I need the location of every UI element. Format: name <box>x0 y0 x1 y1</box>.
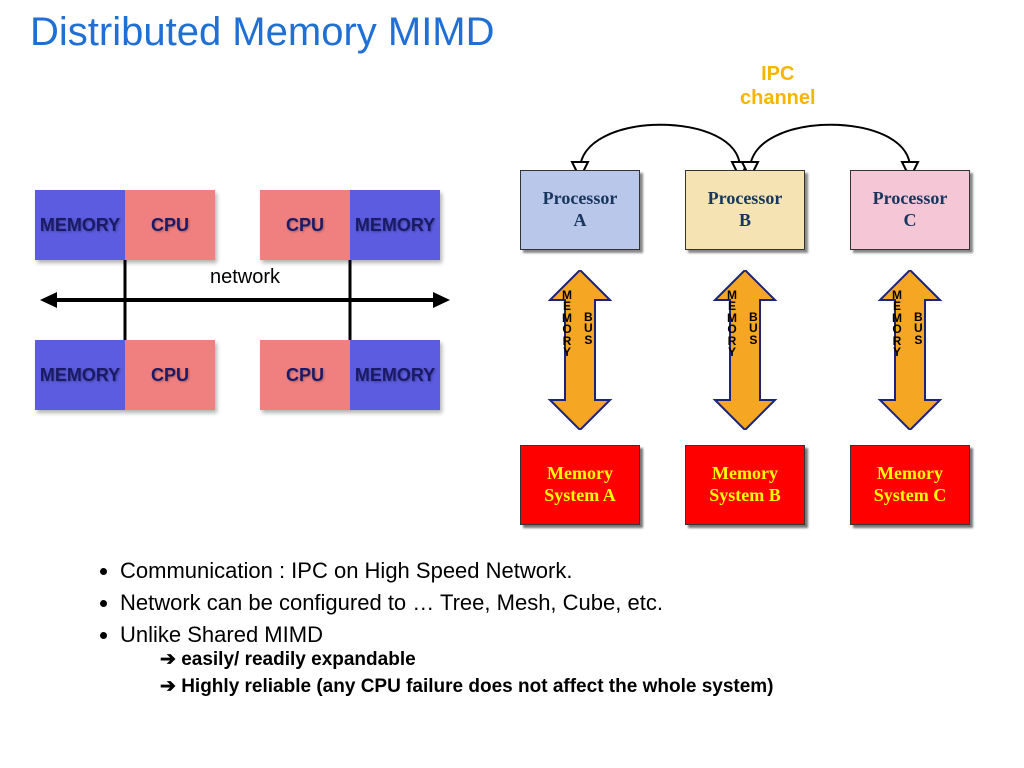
processor-box: ProcessorC <box>850 170 970 250</box>
bullet-list: Communication : IPC on High Speed Networ… <box>80 558 960 704</box>
memory-cpu-pair: MEMORYCPU <box>35 340 215 410</box>
memory-block: MEMORY <box>35 190 125 260</box>
cpu-block: CPU <box>260 190 350 260</box>
left-diagram: network MEMORYCPUCPUMEMORYMEMORYCPUCPUME… <box>35 170 455 480</box>
memory-system-box: MemorySystem C <box>850 445 970 525</box>
memory-system-box: MemorySystem A <box>520 445 640 525</box>
memory-block: MEMORY <box>350 340 440 410</box>
sub-bullet-item: easily/ readily expandable <box>160 648 960 671</box>
bullet-item: Network can be configured to … Tree, Mes… <box>120 590 960 616</box>
page-title: Distributed Memory MIMD <box>30 10 495 55</box>
cpu-block: CPU <box>125 190 215 260</box>
sub-bullet-item: Highly reliable (any CPU failure does no… <box>160 675 960 698</box>
network-label: network <box>35 266 455 289</box>
cpu-block: CPU <box>125 340 215 410</box>
memory-bus-arrow: MEMORY BUS <box>870 270 950 390</box>
memory-block: MEMORY <box>35 340 125 410</box>
memory-bus-arrow: MEMORY BUS <box>540 270 620 390</box>
processor-box: ProcessorA <box>520 170 640 250</box>
memory-cpu-pair: CPUMEMORY <box>260 340 440 410</box>
bus-memory-label: MEMORY <box>892 290 902 358</box>
bus-bus-label: BUS <box>749 312 758 346</box>
bullets-main: Communication : IPC on High Speed Networ… <box>80 558 960 698</box>
bus-memory-label: MEMORY <box>727 290 737 358</box>
cpu-block: CPU <box>260 340 350 410</box>
memory-bus-arrow: MEMORY BUS <box>705 270 785 390</box>
memory-block: MEMORY <box>350 190 440 260</box>
bus-memory-label: MEMORY <box>562 290 572 358</box>
memory-cpu-pair: CPUMEMORY <box>260 190 440 260</box>
bullet-item: Communication : IPC on High Speed Networ… <box>120 558 960 584</box>
bus-bus-label: BUS <box>914 312 923 346</box>
processor-box: ProcessorB <box>685 170 805 250</box>
bus-bus-label: BUS <box>584 312 593 346</box>
memory-system-box: MemorySystem B <box>685 445 805 525</box>
right-diagram: IPC channel ProcessorAProcessorBProcesso… <box>500 70 1010 550</box>
bullet-item: Unlike Shared MIMD easily/ readily expan… <box>120 622 960 698</box>
memory-cpu-pair: MEMORYCPU <box>35 190 215 260</box>
bullets-sub: easily/ readily expandable Highly reliab… <box>120 648 960 698</box>
